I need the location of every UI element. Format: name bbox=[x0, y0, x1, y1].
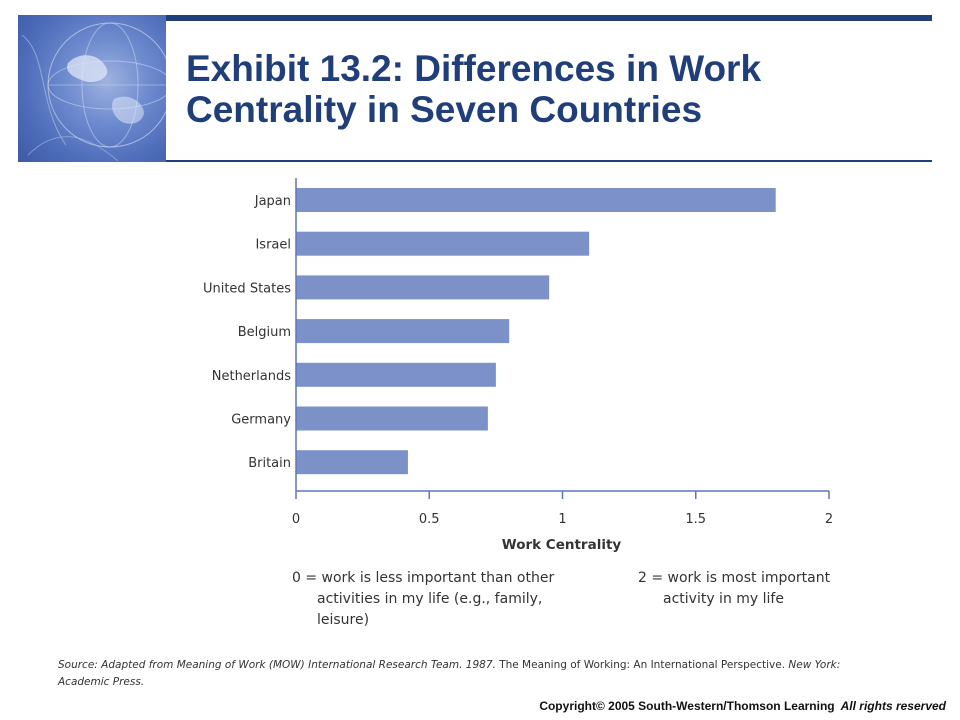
category-label-japan: Japan bbox=[254, 194, 291, 209]
x-tick-label: 0.5 bbox=[419, 512, 440, 527]
x-tick-label: 2 bbox=[825, 512, 833, 527]
category-label-germany: Germany bbox=[231, 413, 291, 428]
x-axis-title: Work Centrality bbox=[502, 537, 622, 553]
source-part-2: The Meaning of Working: An International… bbox=[499, 659, 786, 671]
bars-group bbox=[296, 188, 776, 475]
scale-note-low-line-2: activities in my life (e.g., family, bbox=[317, 591, 543, 607]
copyright-footer: Copyright© 2005 South-Western/Thomson Le… bbox=[539, 699, 946, 713]
bar-united-states bbox=[296, 275, 550, 300]
header-bottom-rule bbox=[166, 160, 932, 162]
category-label-netherlands: Netherlands bbox=[212, 369, 291, 384]
scale-note-high-line-1: 2 = work is most important bbox=[638, 570, 831, 586]
bar-belgium bbox=[296, 319, 510, 344]
title-line-1: Exhibit 13.2: Differences in Work bbox=[186, 48, 762, 89]
scale-note-low: 0 = work is less important than other ac… bbox=[292, 568, 592, 631]
header-image bbox=[18, 15, 166, 162]
x-ticks-group: 0 0.5 1 1.5 2 bbox=[292, 491, 833, 527]
copyright-text: Copyright© 2005 South-Western/Thomson Le… bbox=[539, 699, 835, 713]
bar-japan bbox=[296, 188, 776, 212]
scale-note-high: 2 = work is most important activity in m… bbox=[638, 568, 868, 610]
category-label-united-states: United States bbox=[203, 281, 291, 296]
x-tick-label: 0 bbox=[292, 512, 300, 527]
x-tick-label: 1.5 bbox=[685, 512, 706, 527]
source-citation: Source: Adapted from Meaning of Work (MO… bbox=[58, 657, 848, 691]
scale-note-high-line-2: activity in my life bbox=[663, 591, 784, 607]
scale-note-low-line-1: 0 = work is less important than other bbox=[292, 570, 555, 586]
bar-israel bbox=[296, 231, 590, 256]
page-title: Exhibit 13.2: Differences in Work Centra… bbox=[186, 48, 926, 130]
bar-britain bbox=[296, 450, 408, 475]
header-top-bar bbox=[166, 15, 932, 21]
rights-text: All rights reserved bbox=[840, 699, 946, 713]
category-label-britain: Britain bbox=[248, 456, 291, 471]
globe-texture-image bbox=[21, 22, 166, 162]
bar-germany bbox=[296, 406, 488, 431]
source-part-1: Source: Adapted from Meaning of Work (MO… bbox=[58, 659, 496, 671]
category-labels-group: Japan Israel United States Belgium Netherlan… bbox=[203, 194, 291, 471]
category-label-israel: Israel bbox=[255, 238, 291, 253]
x-tick-label: 1 bbox=[558, 512, 566, 527]
bar-netherlands bbox=[296, 362, 496, 387]
title-line-2: Centrality in Seven Countries bbox=[186, 89, 703, 130]
category-label-belgium: Belgium bbox=[238, 325, 291, 340]
source-part-3: New York: Academic Press. bbox=[58, 659, 841, 688]
scale-note-low-line-3: leisure) bbox=[317, 612, 370, 628]
